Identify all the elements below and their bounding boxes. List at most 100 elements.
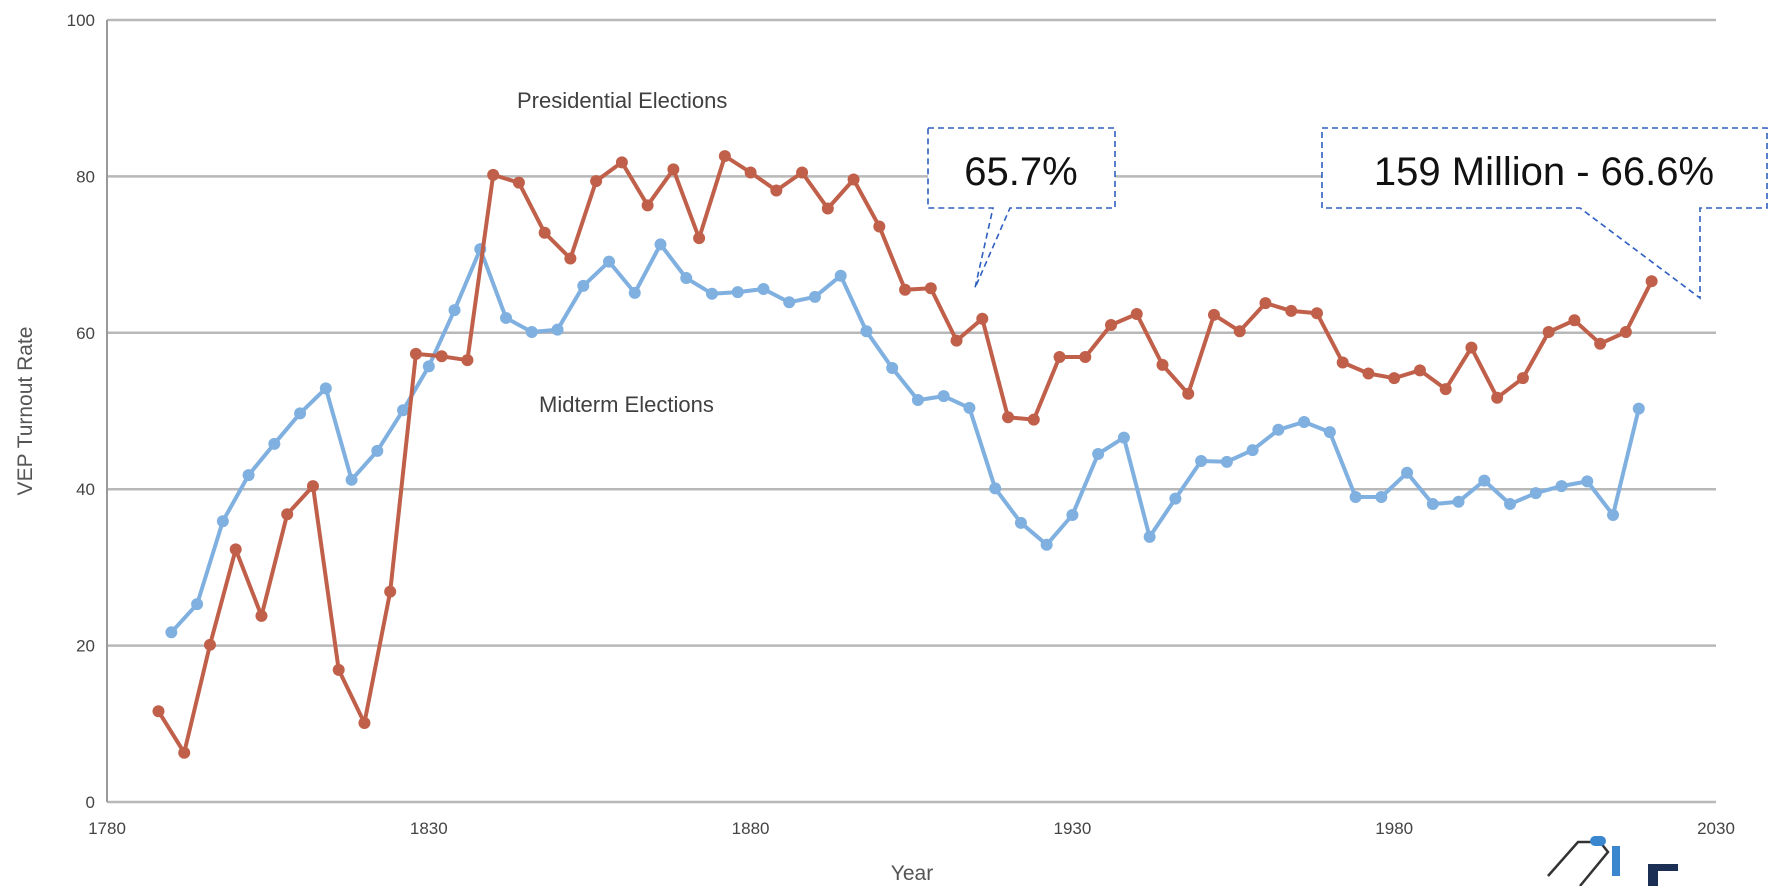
midterm-point [603, 255, 616, 268]
midterm-point [886, 361, 899, 374]
midterm-point [242, 469, 255, 482]
midterm-point [371, 444, 384, 457]
midterm-series-label: Midterm Elections [539, 392, 714, 417]
midterm-point [294, 407, 307, 420]
presidential-point [1439, 383, 1452, 396]
presidential-point [1336, 356, 1349, 369]
midterm-point [525, 326, 538, 339]
midterm-point [319, 382, 332, 395]
midterm-point [1066, 509, 1079, 522]
presidential-point [667, 163, 680, 176]
grid-lines [107, 18, 1716, 804]
midterm-point [834, 269, 847, 282]
presidential-point [152, 705, 165, 718]
presidential-point [358, 717, 371, 730]
midterm-point [216, 515, 229, 528]
y-tick-labels: 0 20 40 60 80 100 [67, 11, 95, 812]
presidential-point [590, 175, 603, 188]
presidential-point [1233, 325, 1246, 338]
presidential-point [976, 312, 989, 325]
callout-65-7-text: 65.7% [964, 150, 1077, 194]
midterm-point [1349, 491, 1362, 504]
midterm-point [397, 404, 410, 417]
midterm-point [165, 626, 178, 639]
midterm-point [808, 290, 821, 303]
presidential-point [950, 334, 963, 347]
midterm-point [1375, 491, 1388, 504]
midterm-point [577, 279, 590, 292]
presidential-point [1465, 341, 1478, 354]
presidential-point [1516, 372, 1529, 385]
midterm-point [654, 238, 667, 251]
presidential-point [306, 480, 319, 493]
midterm-point [1143, 530, 1156, 543]
midterm-point [1426, 498, 1439, 511]
midterm-point [1555, 480, 1568, 493]
presidential-point [1491, 391, 1504, 404]
presidential-point [693, 232, 706, 245]
midterm-point [860, 325, 873, 338]
midterm-point [1607, 509, 1620, 522]
presidential-point [1285, 304, 1298, 317]
midterm-series [165, 238, 1645, 639]
presidential-point [435, 350, 448, 363]
presidential-point [512, 176, 525, 189]
midterm-point [551, 323, 564, 336]
presidential-point [1259, 297, 1272, 310]
midterm-point [345, 473, 358, 486]
midterm-point [989, 482, 1002, 495]
presidential-point [409, 347, 422, 360]
presidential-point [641, 199, 654, 212]
midterm-point [963, 401, 976, 414]
callout-159-million: 159 Million - 66.6% [1321, 127, 1768, 300]
callout-65-7: 65.7% [927, 127, 1116, 289]
presidential-line [156, 154, 1654, 755]
presidential-point [873, 220, 886, 233]
presidential-point [1105, 318, 1118, 331]
midterm-point [1092, 448, 1105, 461]
midterm-point [1169, 492, 1182, 505]
y-axis-title: VEP Turnout Rate [14, 327, 37, 496]
y-tick-label: 40 [76, 480, 95, 499]
midterm-point [680, 272, 693, 285]
midterm-point [1246, 444, 1259, 457]
x-tick-label: 1930 [1053, 819, 1091, 838]
presidential-point [1182, 387, 1195, 400]
presidential-point [796, 166, 809, 179]
midterm-point [757, 283, 770, 296]
presidential-point [1310, 307, 1323, 320]
presidential-point [1594, 337, 1607, 350]
logo-icon [1547, 836, 1678, 886]
presidential-point [924, 282, 937, 295]
midterm-point [731, 286, 744, 299]
presidential-point [847, 173, 860, 186]
presidential-point [255, 609, 268, 622]
midterm-point [1195, 455, 1208, 468]
presidential-point [1079, 351, 1092, 364]
midterm-point [1117, 431, 1130, 444]
midterm-point [1529, 487, 1542, 500]
presidential-point [1362, 367, 1375, 380]
y-tick-label: 60 [76, 324, 95, 343]
presidential-point [1053, 351, 1066, 364]
y-tick-label: 100 [67, 11, 95, 30]
presidential-point [281, 508, 294, 521]
presidential-point [487, 168, 500, 181]
presidential-point [770, 184, 783, 197]
x-tick-label: 1830 [410, 819, 448, 838]
midterm-point [1220, 455, 1233, 468]
midterm-point [1581, 475, 1594, 488]
presidential-point [1002, 411, 1015, 424]
midterm-point [1323, 426, 1336, 439]
midterm-point [1504, 498, 1517, 511]
presidential-series [152, 150, 1658, 759]
y-tick-label: 0 [86, 793, 95, 812]
presidential-point [615, 156, 628, 169]
presidential-point [744, 166, 757, 179]
midterm-point [783, 296, 796, 309]
midterm-point [1014, 516, 1027, 529]
presidential-point [1130, 308, 1143, 321]
midterm-point [911, 394, 924, 407]
presidential-point [1413, 364, 1426, 377]
